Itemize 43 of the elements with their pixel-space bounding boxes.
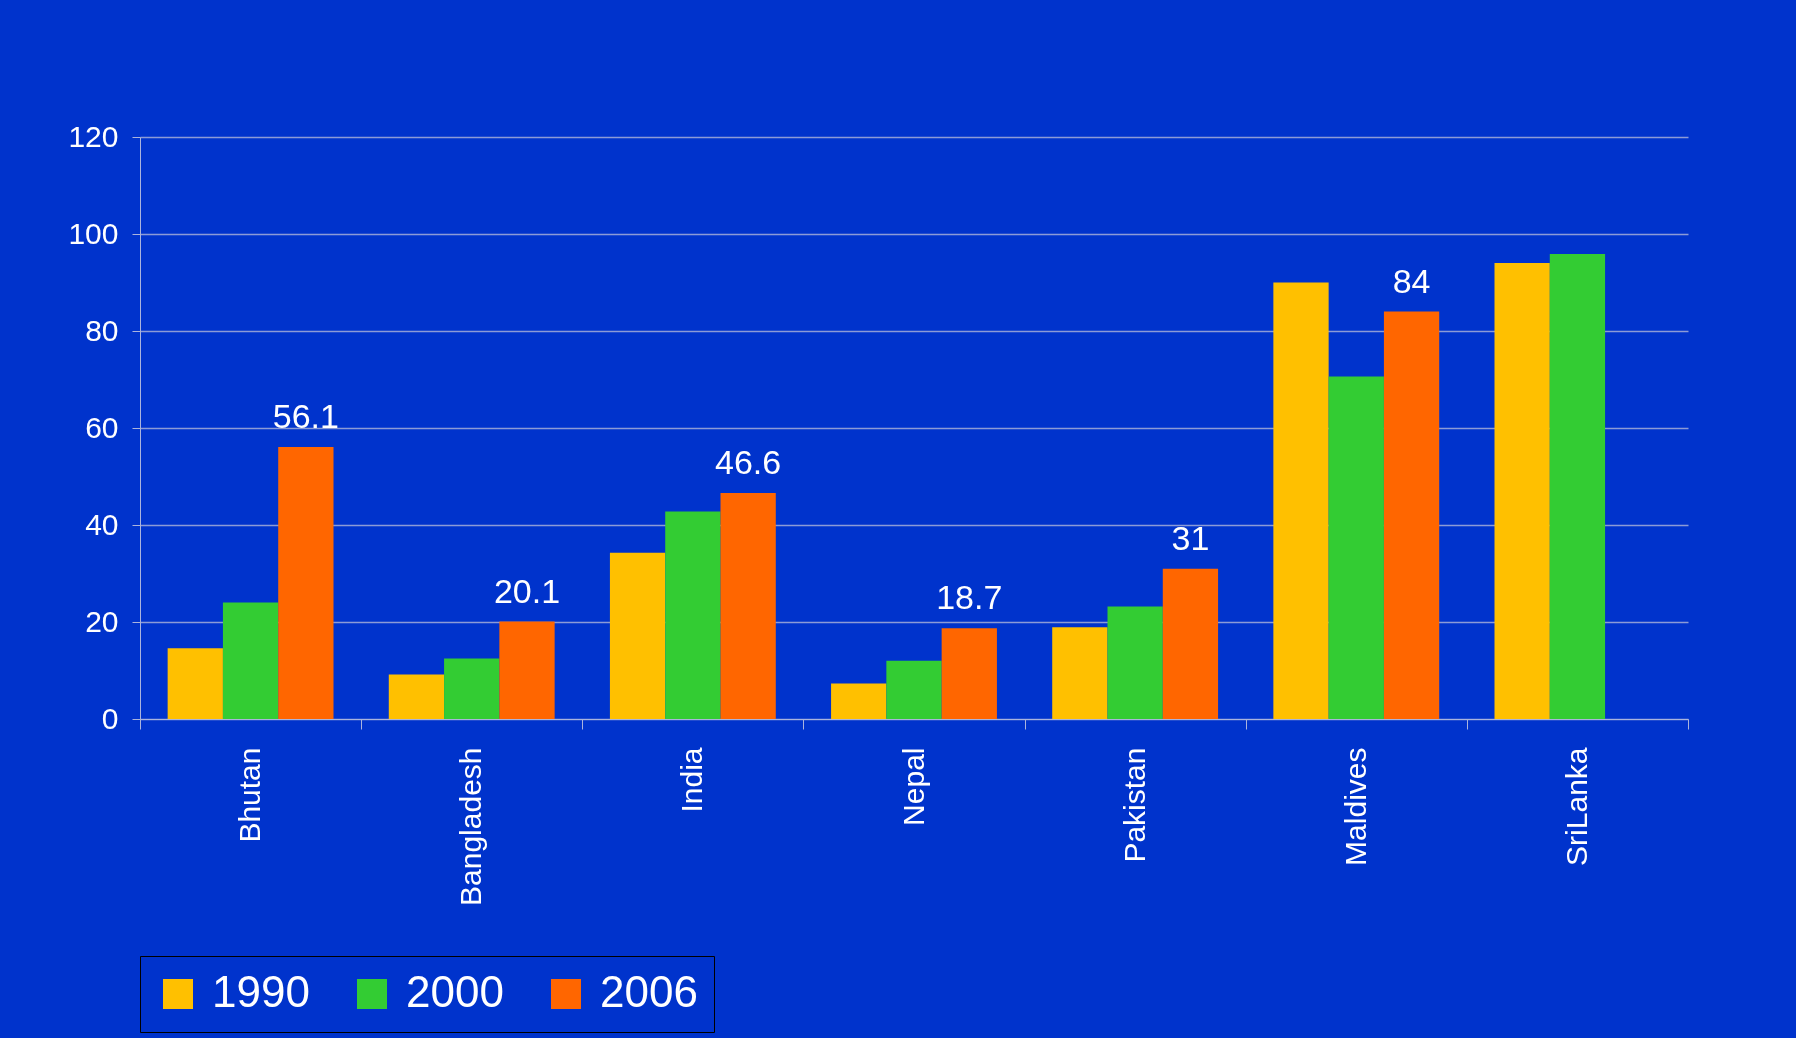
bar (388, 674, 445, 719)
bar (1162, 568, 1219, 719)
bar (222, 602, 279, 719)
x-tick-label: Nepal (896, 747, 930, 826)
legend-label: 2000 (406, 967, 504, 1016)
y-tick-label: 120 (68, 119, 119, 153)
y-tick-label: 100 (68, 216, 119, 250)
y-tick-label: 60 (85, 410, 119, 444)
x-tick-label: Pakistan (1117, 747, 1151, 863)
data-label: 84 (1392, 261, 1431, 300)
bar (444, 658, 500, 719)
bar (499, 621, 555, 719)
bar (831, 683, 887, 719)
data-label: 31 (1171, 518, 1210, 557)
x-tick-label: Bangladesh (454, 747, 488, 906)
data-label: 56.1 (272, 396, 339, 435)
y-tick-label: 40 (85, 507, 119, 541)
x-tick-label: SriLanka (1559, 747, 1593, 866)
legend-label: 2006 (600, 967, 698, 1016)
bar (167, 648, 223, 719)
bar (941, 628, 997, 719)
bar (1273, 282, 1329, 719)
legend-label: 1990 (212, 967, 310, 1016)
bar (886, 660, 942, 719)
y-tick-label: 0 (101, 701, 119, 735)
x-tick-label: Maldives (1338, 747, 1372, 866)
x-tick-label: Bhutan (233, 747, 267, 843)
x-tick-label: India (675, 747, 709, 813)
data-label: 46.6 (715, 442, 782, 481)
bar (278, 446, 334, 719)
bar (665, 511, 721, 719)
bar (720, 492, 776, 719)
bar (1052, 627, 1108, 719)
bar (1328, 376, 1384, 719)
bar (1383, 311, 1440, 719)
y-tick-label: 20 (85, 604, 119, 638)
y-tick-label: 80 (85, 313, 119, 347)
data-label: 18.7 (936, 578, 1003, 617)
bar (1549, 253, 1606, 719)
bar (1494, 263, 1550, 719)
data-label: 20.1 (493, 571, 561, 610)
bar (609, 552, 666, 719)
bar (1107, 606, 1163, 719)
